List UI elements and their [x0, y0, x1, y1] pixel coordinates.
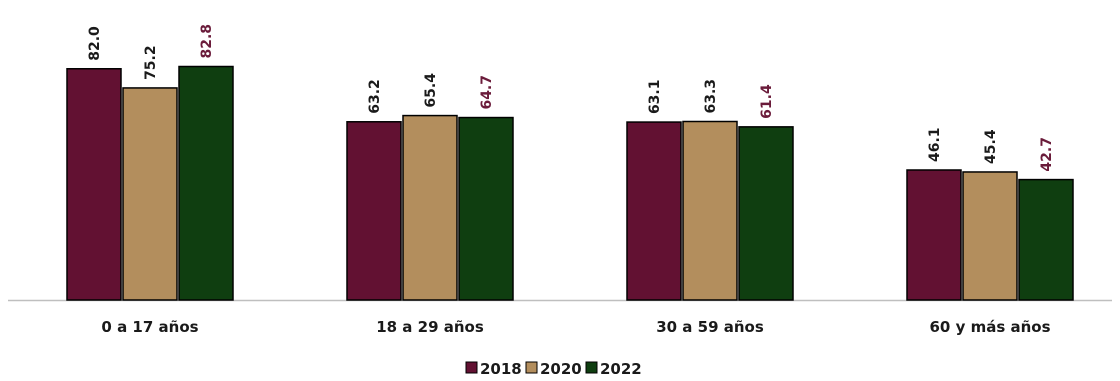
data-label-2020-1: 75.2: [143, 45, 159, 80]
data-label-2018-4: 46.1: [927, 127, 943, 162]
bar-2018-4: [906, 169, 962, 301]
data-label-2020-4: 45.4: [983, 129, 999, 164]
data-label-2018-3: 63.1: [647, 80, 663, 115]
legend-label-2022: 2022: [600, 360, 642, 378]
x-tick-label-3: 30 a 59 años: [656, 318, 764, 336]
data-label-2022-4: 42.7: [1039, 137, 1055, 172]
data-label-2020-2: 65.4: [423, 73, 439, 108]
legend-swatch-2020: [525, 361, 538, 374]
data-label-2018-1: 82.0: [87, 26, 103, 61]
x-tick-label-2: 18 a 29 años: [376, 318, 484, 336]
legend-swatch-2018: [465, 361, 478, 374]
bar-2022-1: [178, 65, 234, 301]
data-label-2022-3: 61.4: [759, 84, 775, 119]
bar-2022-3: [738, 126, 794, 301]
data-label-2018-2: 63.2: [367, 79, 383, 114]
data-label-2022-2: 64.7: [479, 75, 495, 110]
bar-2020-1: [122, 87, 178, 301]
bar-2020-4: [962, 171, 1018, 301]
data-label-2020-3: 63.3: [703, 79, 719, 114]
bar-2018-2: [346, 121, 402, 301]
bar-2022-4: [1018, 178, 1074, 301]
legend: 2018 2020 2022: [465, 360, 642, 378]
bar-2020-2: [402, 114, 458, 301]
bar-2022-2: [458, 116, 514, 301]
x-tick-label-1: 0 a 17 años: [101, 318, 198, 336]
bar-2020-3: [682, 120, 738, 301]
legend-label-2018: 2018: [480, 360, 522, 378]
legend-swatch-2022: [585, 361, 598, 374]
legend-label-2020: 2020: [540, 360, 582, 378]
bar-2018-1: [66, 68, 122, 301]
x-tick-label-4: 60 y más años: [929, 318, 1050, 336]
data-label-2022-1: 82.8: [199, 24, 215, 59]
bar-2018-3: [626, 121, 682, 301]
